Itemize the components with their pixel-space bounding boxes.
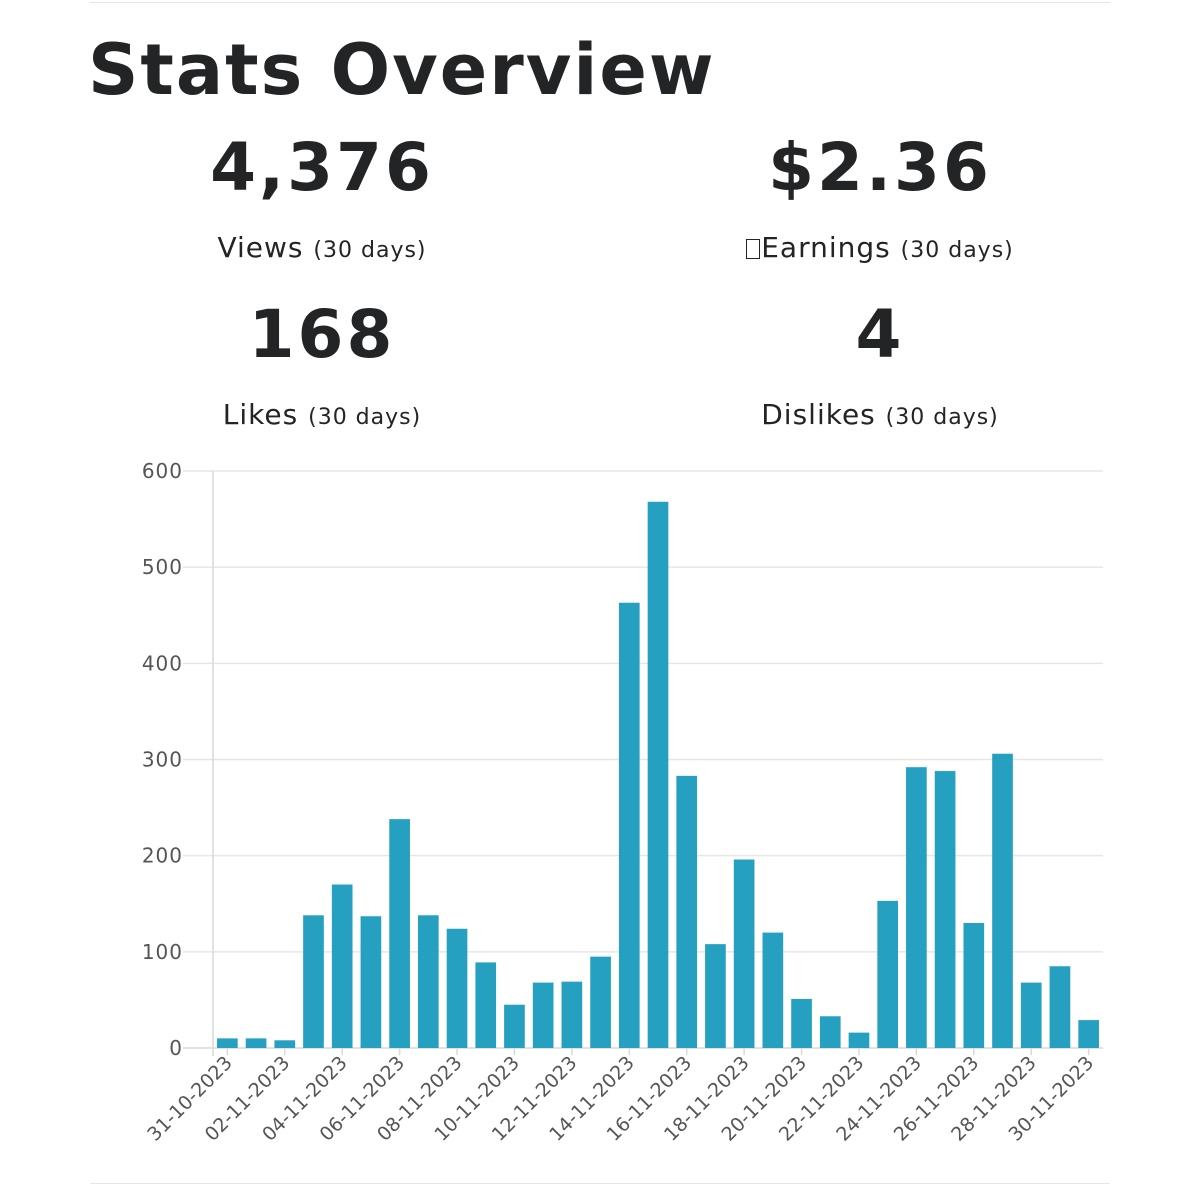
y-tick-label: 400 — [142, 651, 183, 675]
dislikes-label-row: Dislikes (30 days) — [630, 395, 1130, 438]
bars — [217, 501, 1099, 1049]
bar-10-11-2023 — [504, 1004, 525, 1048]
bar-11-11-2023 — [532, 982, 554, 1048]
stat-dislikes: 4 Dislikes (30 days) — [630, 295, 1130, 438]
bar-25-11-2023 — [934, 771, 956, 1048]
bar-30-11-2023 — [1078, 1020, 1099, 1048]
views-label: Views — [217, 231, 304, 264]
stat-earnings: $2.36 Earnings (30 days) — [630, 128, 1130, 271]
bar-27-11-2023 — [992, 753, 1013, 1048]
x-axis-ticks: 31-10-202302-11-202304-11-202306-11-2023… — [143, 1048, 1098, 1146]
bar-16-11-2023 — [676, 775, 698, 1048]
bar-08-11-2023 — [446, 928, 468, 1048]
bar-05-11-2023 — [360, 916, 382, 1048]
bar-02-11-2023 — [274, 1040, 296, 1048]
dislikes-label: Dislikes — [761, 398, 876, 431]
bar-03-11-2023 — [303, 915, 324, 1048]
bar-21-11-2023 — [819, 1016, 841, 1048]
bar-12-11-2023 — [561, 981, 583, 1048]
dislikes-period: (30 days) — [885, 405, 999, 430]
likes-value: 168 — [248, 296, 396, 373]
page-title: Stats Overview — [88, 29, 716, 111]
y-tick-label: 0 — [169, 1036, 183, 1060]
stat-views: 4,376 Views (30 days) — [72, 128, 572, 271]
likes-label: Likes — [222, 398, 299, 431]
earnings-label: Earnings — [761, 231, 891, 264]
views-value: 4,376 — [210, 129, 434, 206]
bar-26-11-2023 — [963, 922, 985, 1048]
bar-06-11-2023 — [389, 819, 410, 1048]
likes-label-row: Likes (30 days) — [72, 395, 572, 438]
bar-01-11-2023 — [245, 1038, 267, 1048]
bar-20-11-2023 — [791, 998, 812, 1048]
y-axis-ticks: 0 100 200 300 400 500 600 — [142, 459, 183, 1060]
y-tick-label: 500 — [142, 555, 183, 579]
earnings-period: (30 days) — [900, 238, 1014, 263]
bottom-divider — [90, 1183, 1110, 1184]
bar-24-11-2023 — [906, 767, 927, 1048]
y-tick-label: 100 — [142, 940, 183, 964]
top-divider — [90, 2, 1110, 3]
bar-18-11-2023 — [733, 859, 755, 1048]
bar-15-11-2023 — [647, 501, 669, 1049]
likes-period: (30 days) — [308, 405, 422, 430]
y-tick-label: 600 — [142, 459, 183, 483]
bar-09-11-2023 — [475, 962, 497, 1048]
bar-31-10-2023 — [217, 1038, 238, 1048]
bar-23-11-2023 — [877, 900, 899, 1048]
views-period: (30 days) — [313, 238, 427, 263]
y-tick-label: 300 — [142, 748, 183, 772]
earnings-label-row: Earnings (30 days) — [630, 228, 1130, 271]
y-tick-label: 200 — [142, 844, 183, 868]
bar-28-11-2023 — [1020, 982, 1042, 1048]
bar-04-11-2023 — [331, 884, 353, 1048]
earnings-value: $2.36 — [768, 129, 992, 206]
bar-07-11-2023 — [417, 915, 439, 1048]
views-bar-chart: 0 100 200 300 400 500 600 31-10-202302-11-2023… — [142, 459, 1103, 1146]
views-label-row: Views (30 days) — [72, 228, 572, 271]
bar-13-11-2023 — [590, 956, 611, 1048]
bar-22-11-2023 — [848, 1032, 870, 1048]
bar-29-11-2023 — [1049, 966, 1071, 1048]
dislikes-value: 4 — [855, 296, 905, 373]
stat-likes: 168 Likes (30 days) — [72, 295, 572, 438]
bar-19-11-2023 — [762, 932, 784, 1048]
bar-14-11-2023 — [618, 602, 640, 1048]
bar-17-11-2023 — [705, 944, 726, 1048]
missing-glyph-icon — [746, 239, 761, 259]
